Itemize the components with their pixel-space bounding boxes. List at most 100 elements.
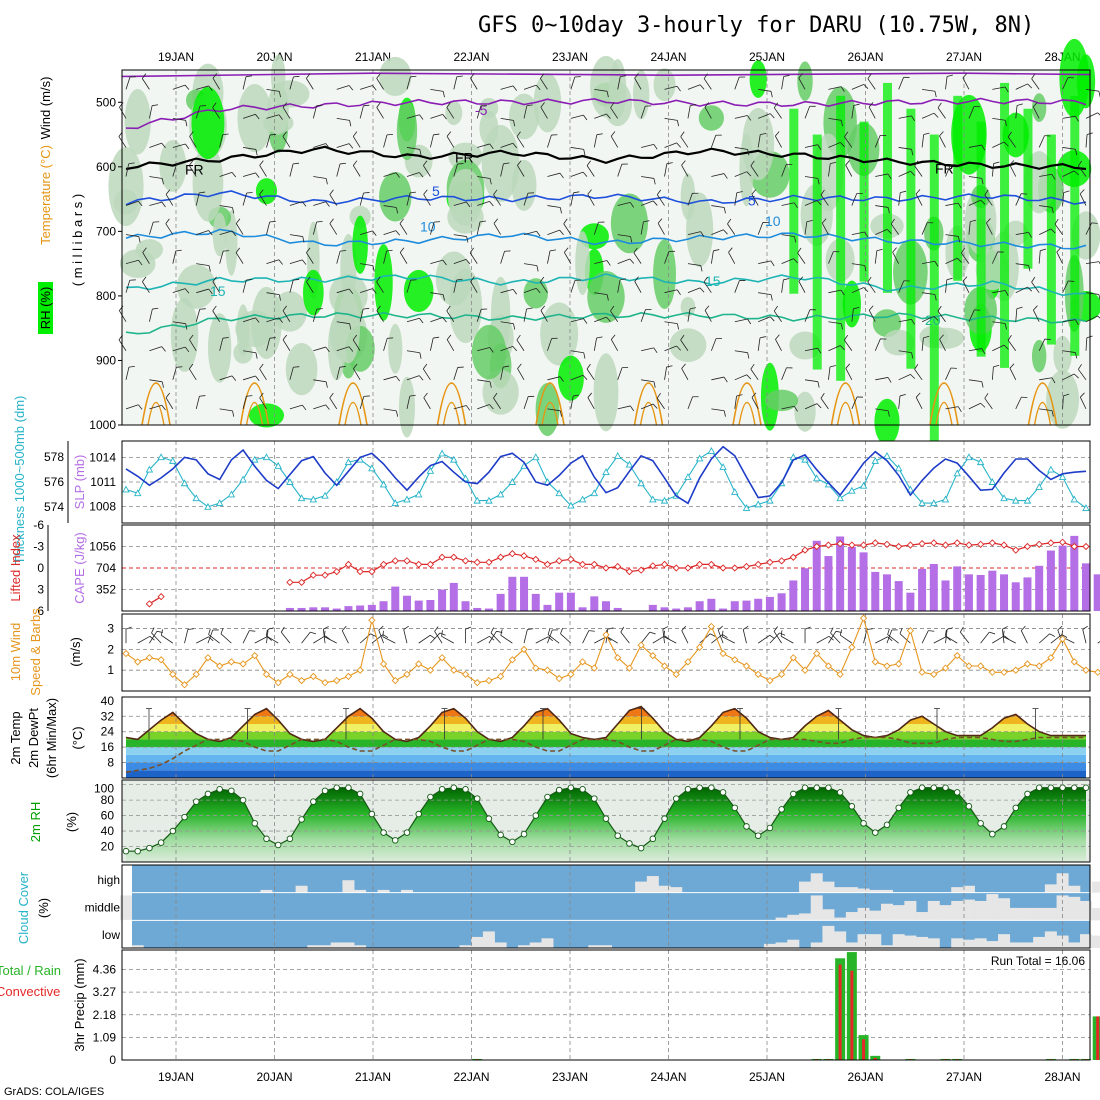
surface-wind-barb-flag <box>208 628 211 635</box>
wind-speed-marker <box>883 662 891 670</box>
cloud-low-bar <box>471 936 484 948</box>
wind-barb <box>710 250 714 264</box>
surface-wind-barb <box>945 635 958 644</box>
wind-barb <box>570 318 584 323</box>
wind-barb-flag <box>409 394 416 397</box>
wind-barb-flag <box>442 91 445 98</box>
wind-speed-marker <box>543 666 552 674</box>
wind-barb-flag <box>161 178 164 185</box>
wind-barb <box>828 366 831 380</box>
surface-wind-barb-flag <box>160 629 164 636</box>
li-marker <box>438 553 446 561</box>
wind-barb <box>1062 373 1075 381</box>
wind-barb <box>587 194 595 206</box>
cape-bar <box>391 586 400 611</box>
surface-wind-barb <box>769 632 780 644</box>
thickness-marker <box>1035 483 1043 490</box>
wind-barb <box>352 136 361 148</box>
wind-barb <box>593 337 597 351</box>
wind-barb-flag <box>329 218 334 224</box>
rh-cell <box>208 313 232 383</box>
isotherm-30-plume <box>245 401 264 426</box>
cloud-low-bar <box>588 945 601 948</box>
thickness-marker <box>602 468 610 476</box>
wind-barb <box>423 397 431 410</box>
surface-wind-barb-flag <box>382 634 389 639</box>
thickness-marker <box>215 499 224 507</box>
y-tick-label: 700 <box>96 224 116 238</box>
cape-bar <box>426 600 435 611</box>
wind-barb <box>219 251 224 264</box>
wind-barb <box>149 201 163 206</box>
wind-barb <box>235 223 244 235</box>
cape-bar <box>847 546 856 611</box>
surface-wind-barb-flag <box>681 625 687 631</box>
surface-wind-barb-flag <box>928 630 935 632</box>
wind-barb-flag <box>161 201 166 208</box>
surface-wind-barb <box>742 629 747 644</box>
wind-barb <box>868 310 876 322</box>
li-marker <box>508 550 516 558</box>
wind-barb <box>470 281 478 293</box>
rh-cell <box>593 353 619 432</box>
wind-barb <box>289 280 294 293</box>
rh-moist-column <box>906 108 916 369</box>
temp-band <box>126 770 1086 778</box>
surface-wind-barb <box>886 629 893 644</box>
wind-barb <box>125 259 139 265</box>
wind-speed-barbs-axis-label: Speed & Barbs <box>28 608 43 696</box>
wind-speed-marker <box>1000 668 1008 676</box>
thickness-marker <box>801 455 809 463</box>
wind-barb <box>282 107 291 119</box>
wind-speed-marker <box>134 658 142 666</box>
contour-label: 10 <box>420 218 436 234</box>
cloud-low-bar <box>482 931 495 948</box>
bottom-date-label: 27JAN <box>946 1070 982 1084</box>
wind-barb <box>915 397 923 410</box>
wind-barb-flag <box>329 392 334 399</box>
thickness-marker <box>590 489 599 497</box>
wind-barb-flag <box>817 381 820 388</box>
y-tick-label: 600 <box>96 160 116 174</box>
wind-barb-flag <box>630 405 635 412</box>
wind-barb-flag <box>465 259 471 265</box>
wind-barb <box>516 136 525 148</box>
surface-wind-barb <box>959 631 970 644</box>
thickness-marker <box>157 453 165 461</box>
wind-barb-flag <box>442 317 447 323</box>
surface-wind-barb <box>535 636 549 644</box>
wind-speed-marker <box>286 670 294 678</box>
wind-barb <box>1085 292 1099 295</box>
thickness-marker <box>344 458 353 466</box>
panel-labels: RH (%)Temperature (°C)Wind (m/s)( m i l … <box>0 77 87 1052</box>
wind-barb <box>751 193 759 206</box>
wind-barb <box>149 308 153 322</box>
surface-wind-barb-flag <box>187 628 194 630</box>
wind-barb <box>219 338 224 351</box>
wind-barb <box>734 192 738 206</box>
wind-barb <box>828 118 842 121</box>
wind-speed-marker <box>438 654 446 662</box>
wind-barb-flag <box>934 294 937 301</box>
isotherm-25-plume <box>633 382 664 426</box>
cape-bar <box>1011 582 1020 611</box>
rh-marker <box>731 804 739 812</box>
wind-barb <box>734 76 740 90</box>
wind-barb-flag <box>395 172 400 178</box>
contour-label: 5 <box>748 193 756 209</box>
wind-barb <box>851 83 865 90</box>
wind-barb <box>119 107 127 119</box>
wind-barb <box>219 134 223 148</box>
precip-convective-bar <box>873 1057 877 1060</box>
wind-barb <box>430 222 435 235</box>
wind-barb <box>259 368 267 381</box>
cloud-low-bar <box>951 938 964 948</box>
surface-wind-barb <box>137 635 151 644</box>
surface-wind-barb-flag <box>769 634 775 640</box>
wind-barb-flag <box>376 305 381 311</box>
wind-barb <box>992 290 1006 294</box>
isotherm-25-plume <box>436 382 467 426</box>
wind-barb <box>547 408 561 412</box>
wind-barb <box>640 309 646 322</box>
wind-barb-flag <box>629 202 635 208</box>
